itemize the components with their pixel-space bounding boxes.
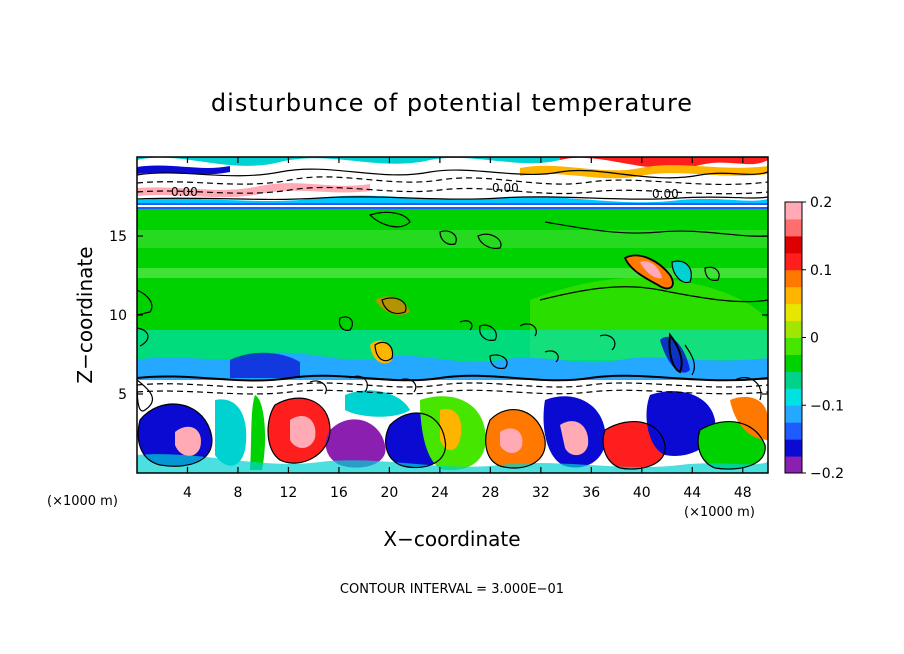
field-blob-8 [345, 390, 410, 417]
field-top-color-5 [520, 165, 768, 179]
field-blob-6 [290, 416, 316, 448]
colorbar-segment [785, 286, 802, 305]
colorbar-ticks: 0.2 0.1 0 −0.1 −0.2 [802, 195, 844, 482]
field-blob-18 [698, 421, 766, 470]
field-top-color-1 [137, 157, 560, 166]
field-blob-3 [215, 399, 247, 466]
colorbar-segment [785, 405, 802, 423]
field-top-color-4 [137, 183, 370, 198]
colorbar-segment [785, 303, 802, 322]
field-top-color-6 [137, 165, 230, 175]
y-axis-ticks: 5 10 15 [109, 229, 768, 403]
colorbar-segment [785, 252, 802, 271]
x-tick-label: 28 [481, 485, 499, 501]
colorbar-segment [785, 354, 802, 372]
x-tick-label: 48 [734, 485, 752, 501]
x-tick-label: 20 [380, 485, 398, 501]
y-tick-label: 10 [109, 308, 127, 324]
x-axis-ticks: 4 8 12 16 20 24 28 32 36 40 44 48 [183, 157, 752, 501]
y-tick-label: 15 [109, 229, 127, 245]
x-axis-label: X−coordinate [383, 527, 520, 551]
field-blob-19 [730, 396, 768, 440]
x-unit-right: (×1000 m) [684, 505, 755, 520]
field-blob-2 [175, 426, 201, 456]
field-anomaly-3 [672, 261, 692, 283]
contour-label-2: 0.00 [492, 181, 519, 195]
field-tropopause-white [137, 205, 768, 207]
field-anomaly-2 [640, 261, 662, 279]
x-unit-left: (×1000 m) [47, 494, 118, 509]
x-tick-label: 40 [633, 485, 651, 501]
x-tick-label: 24 [431, 485, 449, 501]
colorbar-tick-label: −0.1 [810, 398, 844, 414]
x-tick-label: 16 [330, 485, 348, 501]
x-tick-label: 36 [582, 485, 600, 501]
colorbar-segment [785, 371, 802, 389]
x-tick-label: 44 [683, 485, 701, 501]
colorbar-tick-label: 0 [810, 331, 819, 347]
field-blob-20 [137, 454, 768, 473]
field-blob-13 [500, 428, 523, 454]
colorbar-segment [785, 235, 802, 254]
colorbar-tick-label: 0.1 [810, 263, 832, 279]
y-axis-label: Z−coordinate [73, 246, 97, 383]
x-tick-label: 32 [532, 485, 550, 501]
colorbar-segment [785, 456, 802, 474]
field-top-color-2 [560, 157, 768, 169]
x-tick-label: 4 [183, 485, 192, 501]
field-blob-15 [560, 421, 589, 456]
colorbar-segment [785, 337, 802, 355]
colorbar-segment [785, 269, 802, 288]
chart-title: disturbunce of potential temperature [211, 89, 693, 117]
y-tick-label: 5 [118, 387, 127, 403]
colorbar-tick-label: 0.2 [810, 195, 832, 211]
colorbar-segment [785, 202, 802, 220]
field-blob-4 [250, 395, 266, 470]
field-blob-7 [325, 419, 386, 468]
contour-interval-label: CONTOUR INTERVAL = 3.000E−01 [340, 582, 564, 597]
field-band-darkblue [230, 352, 300, 378]
colorbar-segment [785, 218, 802, 237]
x-tick-label: 8 [233, 485, 242, 501]
colorbar-segment [785, 422, 802, 440]
contour-lines [137, 168, 768, 470]
x-tick-label: 12 [280, 485, 298, 501]
contour-label-3: 0.00 [652, 187, 679, 201]
colorbar-segment [785, 320, 802, 338]
field-band-light-1 [137, 230, 768, 248]
colorbar-segment [785, 439, 802, 457]
field-band-light-2 [137, 268, 768, 278]
contour-label-1: 0.00 [171, 185, 198, 199]
colorbar-tick-label: −0.2 [810, 466, 844, 482]
colorbar-segment [785, 388, 802, 406]
plot-field [137, 157, 768, 473]
colorbar [784, 201, 803, 474]
